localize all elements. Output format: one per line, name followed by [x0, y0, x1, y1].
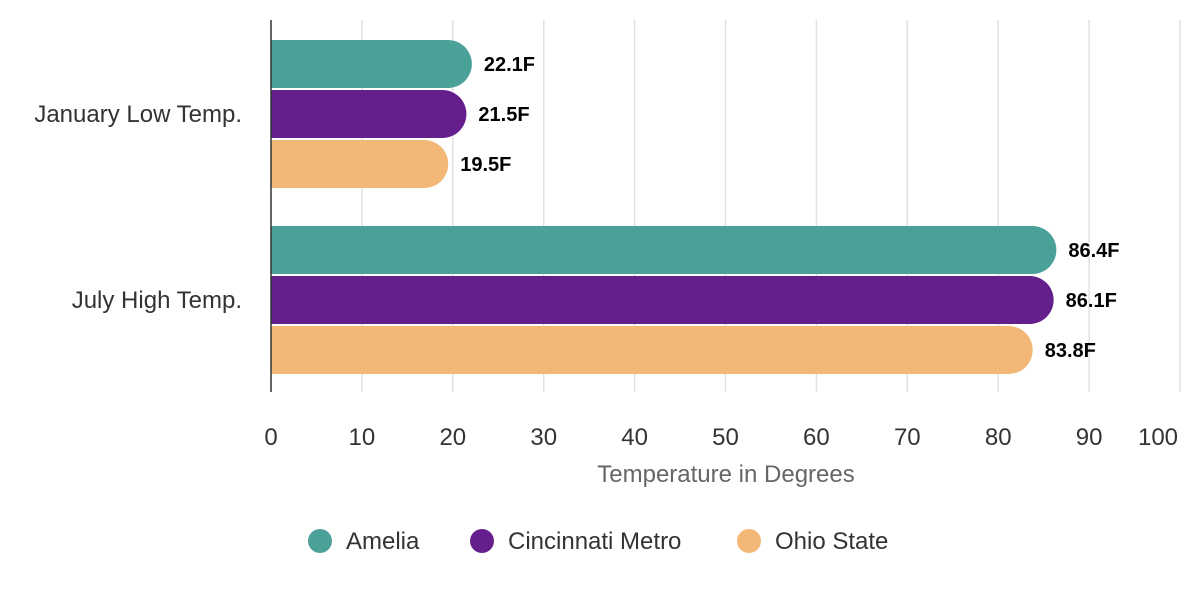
category-label: January Low Temp. [34, 101, 242, 128]
x-tick-label: 70 [894, 424, 921, 451]
x-tick-label: 80 [985, 424, 1012, 451]
bar-cincinnati-metro-0 [271, 90, 467, 138]
data-label: 83.8F [1045, 340, 1096, 362]
x-tick-label: 40 [621, 424, 648, 451]
bar-amelia-0 [271, 40, 472, 88]
bars: 22.1F 21.5F 19.5F 86.4F 86.1F 83.8F [271, 40, 1120, 374]
x-tick-label: 30 [530, 424, 557, 451]
legend-swatch-cincinnati-metro [470, 529, 494, 553]
category-label: July High Temp. [72, 287, 242, 314]
data-label: 22.1F [484, 54, 535, 76]
x-axis-ticks: 0 10 20 30 40 50 60 70 80 90 100 [264, 424, 1178, 451]
legend-swatch-amelia [308, 529, 332, 553]
legend-swatch-ohio-state [737, 529, 761, 553]
legend-label: Cincinnati Metro [508, 528, 681, 555]
x-tick-label: 10 [349, 424, 376, 451]
legend: Amelia Cincinnati Metro Ohio State [308, 528, 888, 555]
data-label: 19.5F [460, 154, 511, 176]
legend-label: Amelia [346, 528, 420, 555]
x-tick-label: 100 [1138, 424, 1178, 451]
bar-cincinnati-metro-1 [271, 276, 1054, 324]
legend-label: Ohio State [775, 528, 888, 555]
x-tick-label: 50 [712, 424, 739, 451]
bar-amelia-1 [271, 226, 1057, 274]
data-label: 86.1F [1066, 290, 1117, 312]
x-axis-title: Temperature in Degrees [597, 461, 854, 488]
x-tick-label: 90 [1076, 424, 1103, 451]
bar-ohio-state-0 [271, 140, 449, 188]
data-label: 21.5F [478, 104, 529, 126]
data-label: 86.4F [1068, 240, 1119, 262]
bar-ohio-state-1 [271, 326, 1033, 374]
category-labels: January Low Temp. July High Temp. [34, 101, 242, 314]
x-tick-label: 60 [803, 424, 830, 451]
x-tick-label: 20 [439, 424, 466, 451]
x-tick-label: 0 [264, 424, 277, 451]
